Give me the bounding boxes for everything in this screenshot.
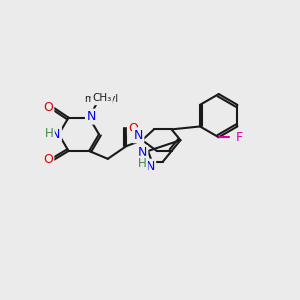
Text: O: O [43, 153, 53, 166]
Text: N: N [134, 129, 143, 142]
Text: N: N [86, 110, 96, 123]
Text: H: H [44, 127, 53, 140]
Text: CH₃: CH₃ [92, 93, 112, 103]
Text: H: H [138, 157, 146, 170]
Text: N: N [137, 146, 147, 159]
Text: O: O [43, 101, 53, 114]
Text: N: N [51, 128, 61, 141]
Text: F: F [236, 131, 243, 144]
Text: methyl: methyl [84, 94, 118, 104]
Text: O: O [128, 122, 138, 135]
Text: N: N [145, 160, 155, 173]
